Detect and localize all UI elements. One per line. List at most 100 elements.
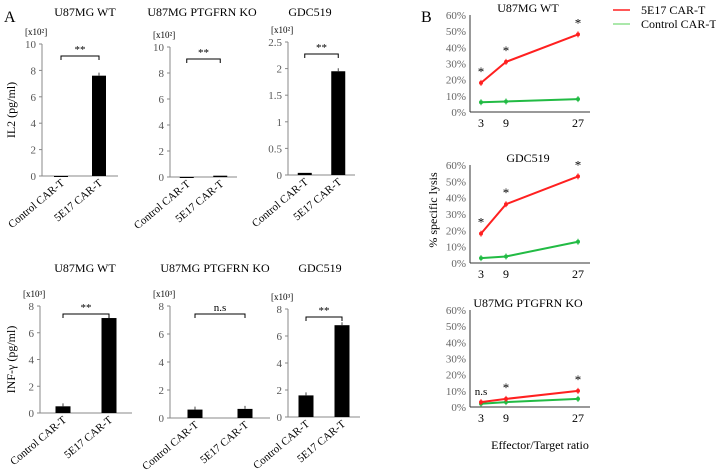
y-tick-label: 50% <box>446 26 466 38</box>
y-tick-label: 30% <box>446 59 466 71</box>
y-tick-label: 20% <box>446 75 466 87</box>
significance-label: * <box>503 185 510 200</box>
x-tick-label: 9 <box>503 411 509 425</box>
series-line <box>480 240 579 260</box>
x-tick-label: 5E17 CAR-T <box>62 414 115 461</box>
series-line <box>480 98 579 104</box>
significance-bracket <box>305 316 343 321</box>
bar <box>179 177 194 178</box>
y-tick-label: 6 <box>159 329 165 341</box>
panel-label-b: B <box>421 9 432 26</box>
bar <box>101 318 117 413</box>
scale-label: [x10²] <box>271 25 293 35</box>
y-tick-label: 10% <box>446 386 466 398</box>
y-tick-label: 40% <box>446 42 466 54</box>
chart-title: GDC519 <box>506 151 549 165</box>
x-tick-label: 9 <box>503 116 509 130</box>
legend-label: Control CAR-T <box>641 17 716 31</box>
y-tick-label: 10% <box>446 91 466 103</box>
series-line <box>480 33 579 84</box>
x-tick-label: 27 <box>572 267 584 281</box>
significance-label: n.s <box>475 386 488 398</box>
y-tick-label: 2 <box>277 64 283 76</box>
y-tick-label: 20% <box>446 370 466 382</box>
significance-label: * <box>478 64 485 79</box>
y-tick-label: 8 <box>159 301 165 313</box>
significance-label: * <box>575 372 582 387</box>
significance-label: * <box>478 215 485 230</box>
x-tick-label: 3 <box>478 267 484 281</box>
y-tick-label: 0% <box>451 258 466 270</box>
significance-label: ** <box>81 302 92 314</box>
significance-bracket <box>62 313 110 318</box>
y-tick-label: 50% <box>446 321 466 333</box>
y-tick-label: 8 <box>29 301 35 313</box>
bar <box>55 406 71 413</box>
y-tick-label: 10 <box>153 42 165 54</box>
scale-label: [x10³] <box>23 289 45 299</box>
chart-title: U87MG PTGFRN KO <box>147 5 257 19</box>
y-tick-label: 8 <box>277 304 283 316</box>
y-tick-label: 0% <box>451 402 466 414</box>
y-tick-label: 1 <box>277 117 283 129</box>
y-tick-label: 10% <box>446 242 466 254</box>
y-tick-label: 1.5 <box>268 90 282 102</box>
significance-bracket <box>60 55 100 60</box>
y-axis-label: IL2 (pg/ml) <box>4 82 18 138</box>
bar <box>297 172 312 175</box>
x-tick-label: Control CAR-T <box>140 419 201 473</box>
y-tick-label: 40% <box>446 193 466 205</box>
y-tick-label: 6 <box>29 328 35 340</box>
y-tick-label: 0 <box>277 412 283 424</box>
bar <box>331 71 346 175</box>
bar <box>237 408 253 418</box>
series-line <box>480 175 579 235</box>
chart-title: U87MG WT <box>54 261 116 275</box>
y-tick-label: 6 <box>31 92 37 104</box>
y-tick-label: 4 <box>31 118 37 130</box>
panel-label-a: A <box>4 9 16 26</box>
chart-title: GDC519 <box>288 5 331 19</box>
significance-label: n.s <box>214 302 227 314</box>
bar <box>187 409 203 418</box>
y-axis-label: % specific lysis <box>426 172 440 248</box>
y-tick-label: 0 <box>159 172 165 184</box>
y-tick-label: 6 <box>159 94 165 106</box>
significance-label: * <box>575 15 582 30</box>
significance-label: ** <box>316 42 327 54</box>
y-tick-label: 4 <box>29 355 35 367</box>
significance-label: * <box>503 43 510 58</box>
x-tick-label: 9 <box>503 267 509 281</box>
y-tick-label: 2 <box>277 385 283 397</box>
x-tick-label: 3 <box>478 411 484 425</box>
y-tick-label: 2 <box>31 145 37 157</box>
y-tick-label: 0% <box>451 107 466 119</box>
bar <box>92 75 106 176</box>
y-tick-label: 8 <box>159 68 165 80</box>
y-tick-label: 0 <box>29 408 35 420</box>
y-tick-label: 40% <box>446 337 466 349</box>
y-tick-label: 8 <box>31 65 37 77</box>
x-tick-label: Control CAR-T <box>8 414 69 468</box>
y-tick-label: 2 <box>29 381 35 393</box>
scale-label: [x10³] <box>153 289 175 299</box>
y-tick-label: 60% <box>446 305 466 317</box>
x-tick-label: 3 <box>478 116 484 130</box>
x-tick-label: Control CAR-T <box>132 178 193 232</box>
y-tick-label: 60% <box>446 10 466 22</box>
y-tick-label: 6 <box>277 331 283 343</box>
significance-bracket <box>304 53 339 58</box>
significance-label: * <box>575 157 582 172</box>
y-tick-label: 4 <box>159 120 165 132</box>
y-axis-label: INF-γ (pg/ml) <box>4 326 18 394</box>
chart-title: GDC519 <box>298 261 341 275</box>
x-tick-label: Control CAR-T <box>250 176 311 230</box>
x-tick-label: 27 <box>572 116 584 130</box>
y-tick-label: 4 <box>159 357 165 369</box>
chart-title: U87MG WT <box>54 5 116 19</box>
y-tick-label: 20% <box>446 225 466 237</box>
significance-label: ** <box>198 47 209 59</box>
significance-bracket <box>186 58 221 63</box>
